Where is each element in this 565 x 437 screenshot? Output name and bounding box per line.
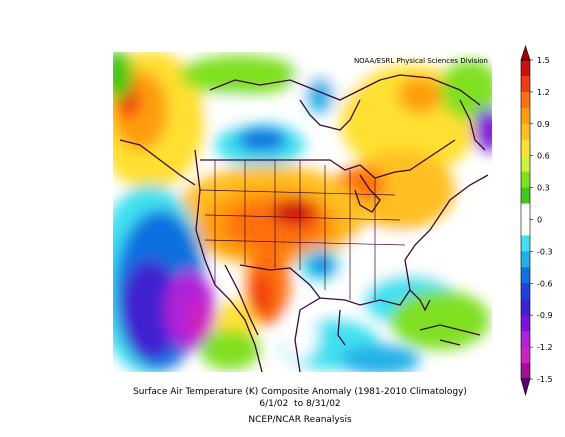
colorbar-band [521, 107, 530, 125]
colorbar-band [521, 155, 530, 172]
colorbar-band [521, 75, 530, 93]
coastlines [119, 74, 489, 372]
colorbar-band [521, 251, 530, 268]
credit: NOAA/ESRL Physical Sciences Division [354, 57, 488, 65]
colorbar-tick-label: 0.9 [537, 120, 550, 129]
colorbar-below [520, 378, 531, 397]
caption-title: Surface Air Temperature (K) Composite An… [133, 387, 467, 397]
colorbar-tick-label: 0.3 [537, 184, 550, 193]
colorbar-tick-label: 0 [537, 216, 542, 225]
colorbar-tick-label: -0.9 [537, 311, 553, 320]
caption-source: NCEP/NCAR Reanalysis [248, 415, 352, 425]
colorbar: 1.5 1.2 0.9 0.6 0.3 0 -0.3 -0.6 -0.9 -1.2 -1.5 [520, 45, 553, 397]
colorbar-band [521, 299, 530, 316]
caption-dates: 6/1/02 to 8/31/02 [259, 399, 340, 409]
colorbar-tick-label: 0.6 [537, 152, 550, 161]
colorbar-band [521, 283, 530, 300]
colorbar-above [520, 45, 531, 61]
anomaly-map [113, 52, 492, 372]
colorbar-band [521, 235, 530, 252]
colorbar-band [521, 347, 530, 364]
colorbar-tick-label: 1.2 [537, 88, 550, 97]
state-lines [199, 160, 406, 300]
colorbar-band [521, 91, 530, 109]
colorbar-tick-label: -0.6 [537, 279, 553, 288]
colorbar-tick-label: -1.5 [537, 375, 553, 384]
colorbar-band [521, 139, 530, 156]
colorbar-band [521, 187, 530, 204]
colorbar-tick-label: -1.2 [537, 343, 553, 352]
colorbar-band [521, 171, 530, 188]
colorbar-band [521, 331, 530, 348]
colorbar-band [521, 60, 530, 77]
colorbar-band [521, 363, 530, 380]
colorbar-band [521, 123, 530, 141]
colorbar-band [521, 267, 530, 284]
colorbar-band [521, 203, 530, 220]
colorbar-tick-label: -0.3 [537, 247, 553, 256]
colorbar-band [521, 219, 530, 236]
colorbar-band [521, 315, 530, 332]
colorbar-tick-label: 1.5 [537, 56, 550, 65]
